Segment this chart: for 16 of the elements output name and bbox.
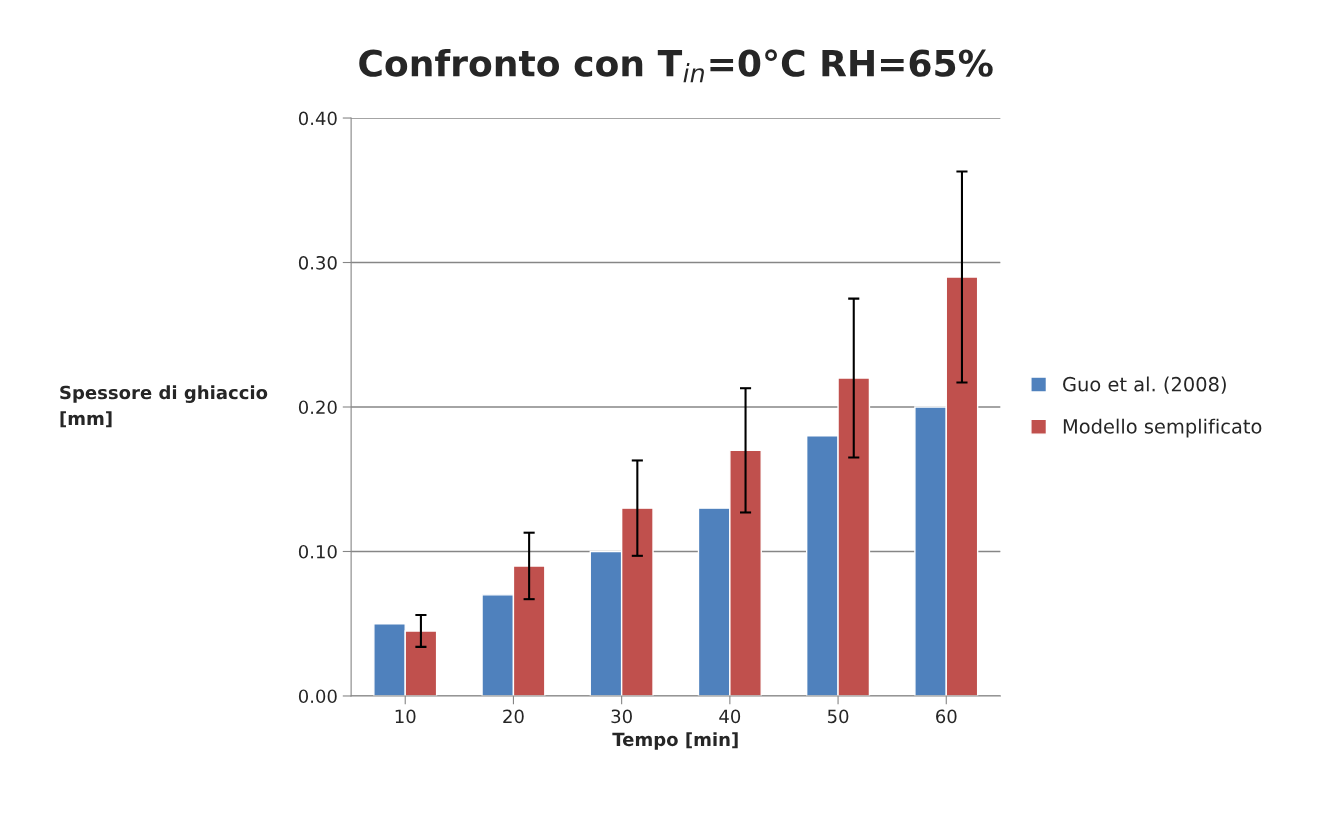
y-tick-label: 0.10 [298, 544, 337, 559]
x-tick-label: 30 [611, 709, 632, 724]
y-tick-label: 0.20 [298, 400, 337, 415]
legend-label: Modello semplificato [1063, 418, 1262, 438]
x-tick-label: 20 [503, 709, 524, 724]
y-axis-title: Spessore di ghiaccio [mm] [60, 385, 268, 428]
y-tick-label: 0.40 [298, 111, 337, 126]
x-tick-label: 60 [936, 709, 957, 724]
y-tick-label: 0.00 [298, 689, 337, 704]
legend-label: Guo et al. (2008) [1063, 376, 1226, 394]
chart-title: Confronto con T$_{in}$=0°C RH=65% [359, 48, 993, 83]
x-tick-label: 40 [719, 709, 741, 724]
x-tick-label: 50 [827, 709, 849, 724]
x-tick-label: 10 [395, 709, 416, 724]
x-axis-title: Tempo [min] [612, 732, 738, 750]
y-tick-label: 0.30 [298, 255, 337, 270]
